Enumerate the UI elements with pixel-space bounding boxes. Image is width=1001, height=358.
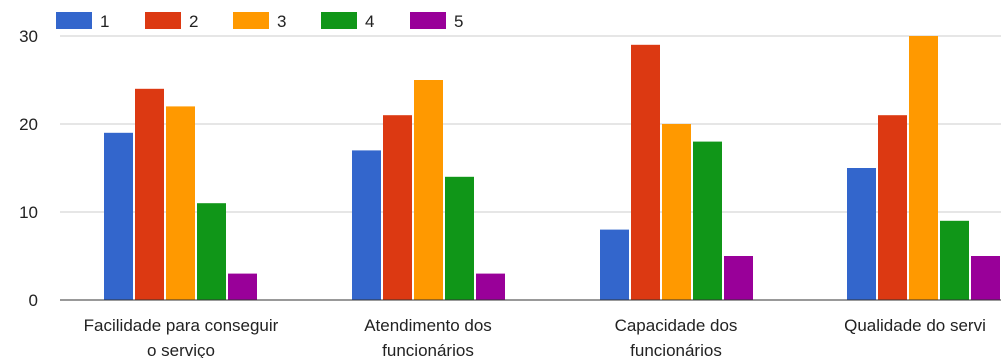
bar-series-3-cat-1 [166, 106, 195, 301]
y-tick-label: 20 [19, 115, 38, 134]
bar-series-5-cat-4 [971, 256, 1000, 300]
y-tick-label: 10 [19, 203, 38, 222]
category-labels: Facilidade para conseguir o serviço Atendi… [84, 316, 986, 358]
bar-series-2-cat-3 [631, 44, 660, 300]
bar-series-1-cat-1 [104, 132, 133, 300]
x-category-label: funcionários [382, 341, 474, 358]
bar-series-3-cat-4 [909, 36, 938, 300]
legend-swatch-4 [321, 12, 357, 29]
bar-series-4-cat-4 [940, 220, 969, 300]
x-category-label: Capacidade dos [615, 316, 738, 335]
x-category-label: Atendimento dos [364, 316, 492, 335]
bars [104, 36, 1000, 301]
bar-series-2-cat-4 [878, 115, 907, 300]
legend: 1 2 3 4 5 [56, 12, 463, 31]
bar-series-5-cat-3 [724, 256, 753, 300]
legend-swatch-5 [410, 12, 446, 29]
legend-label-4: 4 [365, 12, 374, 31]
y-tick-label: 0 [29, 291, 38, 310]
legend-label-5: 5 [454, 12, 463, 31]
legend-label-2: 2 [189, 12, 198, 31]
bar-series-2-cat-2 [383, 115, 412, 300]
bar-series-1-cat-3 [600, 229, 629, 300]
bar-series-1-cat-4 [847, 168, 876, 300]
x-category-label: funcionários [630, 341, 722, 358]
bar-series-3-cat-2 [414, 80, 443, 300]
legend-swatch-1 [56, 12, 92, 29]
bar-series-3-cat-3 [662, 124, 691, 300]
legend-swatch-3 [233, 12, 269, 29]
x-category-label: o serviço [147, 341, 215, 358]
x-category-label: Qualidade do servi [844, 316, 986, 335]
y-axis-labels: 0 10 20 30 [19, 27, 38, 310]
bar-series-4-cat-2 [445, 176, 474, 300]
bar-series-1-cat-2 [352, 150, 381, 300]
legend-label-3: 3 [277, 12, 286, 31]
bar-series-2-cat-1 [135, 88, 164, 300]
bar-series-4-cat-3 [693, 141, 722, 300]
legend-swatch-2 [145, 12, 181, 29]
bar-series-5-cat-2 [476, 273, 505, 300]
x-category-label: Facilidade para conseguir [84, 316, 279, 335]
bar-series-5-cat-1 [228, 273, 257, 300]
y-tick-label: 30 [19, 27, 38, 46]
legend-label-1: 1 [100, 12, 109, 31]
bar-series-4-cat-1 [197, 203, 226, 300]
